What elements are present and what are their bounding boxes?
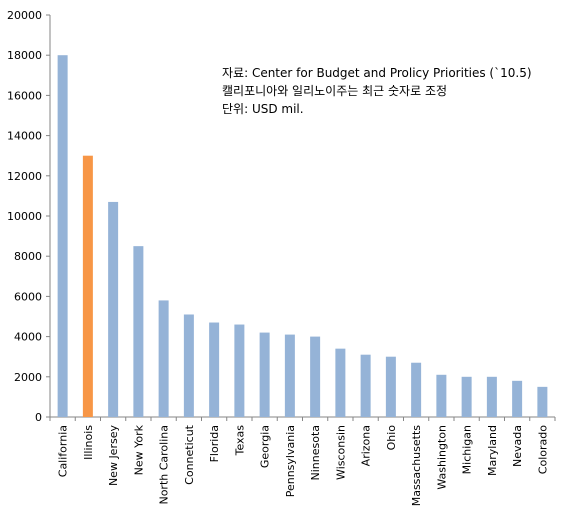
bar-illinois [82,155,93,417]
x-category-label: California [57,425,70,477]
annotation-unit: 단위: USD mil. [222,102,304,116]
bar-north-carolina [158,300,169,417]
bar-florida [209,322,220,417]
y-tick-label: 18000 [7,49,42,62]
x-category-label: Massachusetts [410,425,423,507]
x-category-label: Michigan [461,425,474,474]
annotation-source: 자료: Center for Budget and Prolicy Priori… [222,66,532,80]
bar-pennsylvania [284,334,295,417]
y-tick-label: 0 [35,411,42,424]
x-category-label: Arizona [360,425,373,466]
x-category-label: Washington [435,425,448,490]
x-category-label: New York [132,424,145,475]
bar-new-jersey [108,201,119,417]
x-category-label: Ninnesota [309,425,322,481]
x-category-label: North Carolina [158,425,171,505]
y-tick-label: 20000 [7,9,42,22]
chart-annotation: 자료: Center for Budget and Prolicy Priori… [222,64,532,118]
x-category-label: New Jersey [107,425,120,487]
y-tick-label: 14000 [7,130,42,143]
x-category-label: Florida [208,425,221,462]
bar-new-york [133,246,144,417]
x-category-label: Ohio [385,425,398,451]
bar-nevada [512,380,523,417]
x-category-label: Conneticut [183,424,196,485]
y-tick-label: 10000 [7,210,42,223]
bar-georgia [259,332,270,417]
bar-colorado [537,386,548,417]
bar-michigan [461,376,472,417]
x-category-label: Illinois [82,425,95,460]
x-category-label: Texas [233,425,246,457]
y-tick-label: 12000 [7,170,42,183]
annotation-adjustment-note: 캘리포니아와 일리노이주는 최근 숫자로 조정 [222,84,448,98]
bar-arizona [360,354,371,417]
bar-conneticut [183,314,194,417]
y-tick-label: 4000 [14,331,42,344]
x-category-label: Maryland [486,425,499,476]
bar-washington [436,374,447,417]
x-category-label: Pennsylvania [284,425,297,497]
y-tick-label: 2000 [14,371,42,384]
y-tick-label: 8000 [14,250,42,263]
x-category-label: Colorado [536,425,549,474]
x-category-label: Georgia [259,425,272,468]
bar-maryland [486,376,497,417]
bar-ohio [385,356,396,417]
x-category-label: Wisconsin [334,425,347,480]
x-category-label: Nevada [511,425,524,467]
y-tick-label: 16000 [7,89,42,102]
bar-texas [234,324,245,417]
bar-ninnesota [310,336,321,417]
bar-california [57,55,68,417]
y-tick-label: 6000 [14,290,42,303]
bar-wisconsin [335,348,346,417]
bar-massachusetts [411,362,422,417]
